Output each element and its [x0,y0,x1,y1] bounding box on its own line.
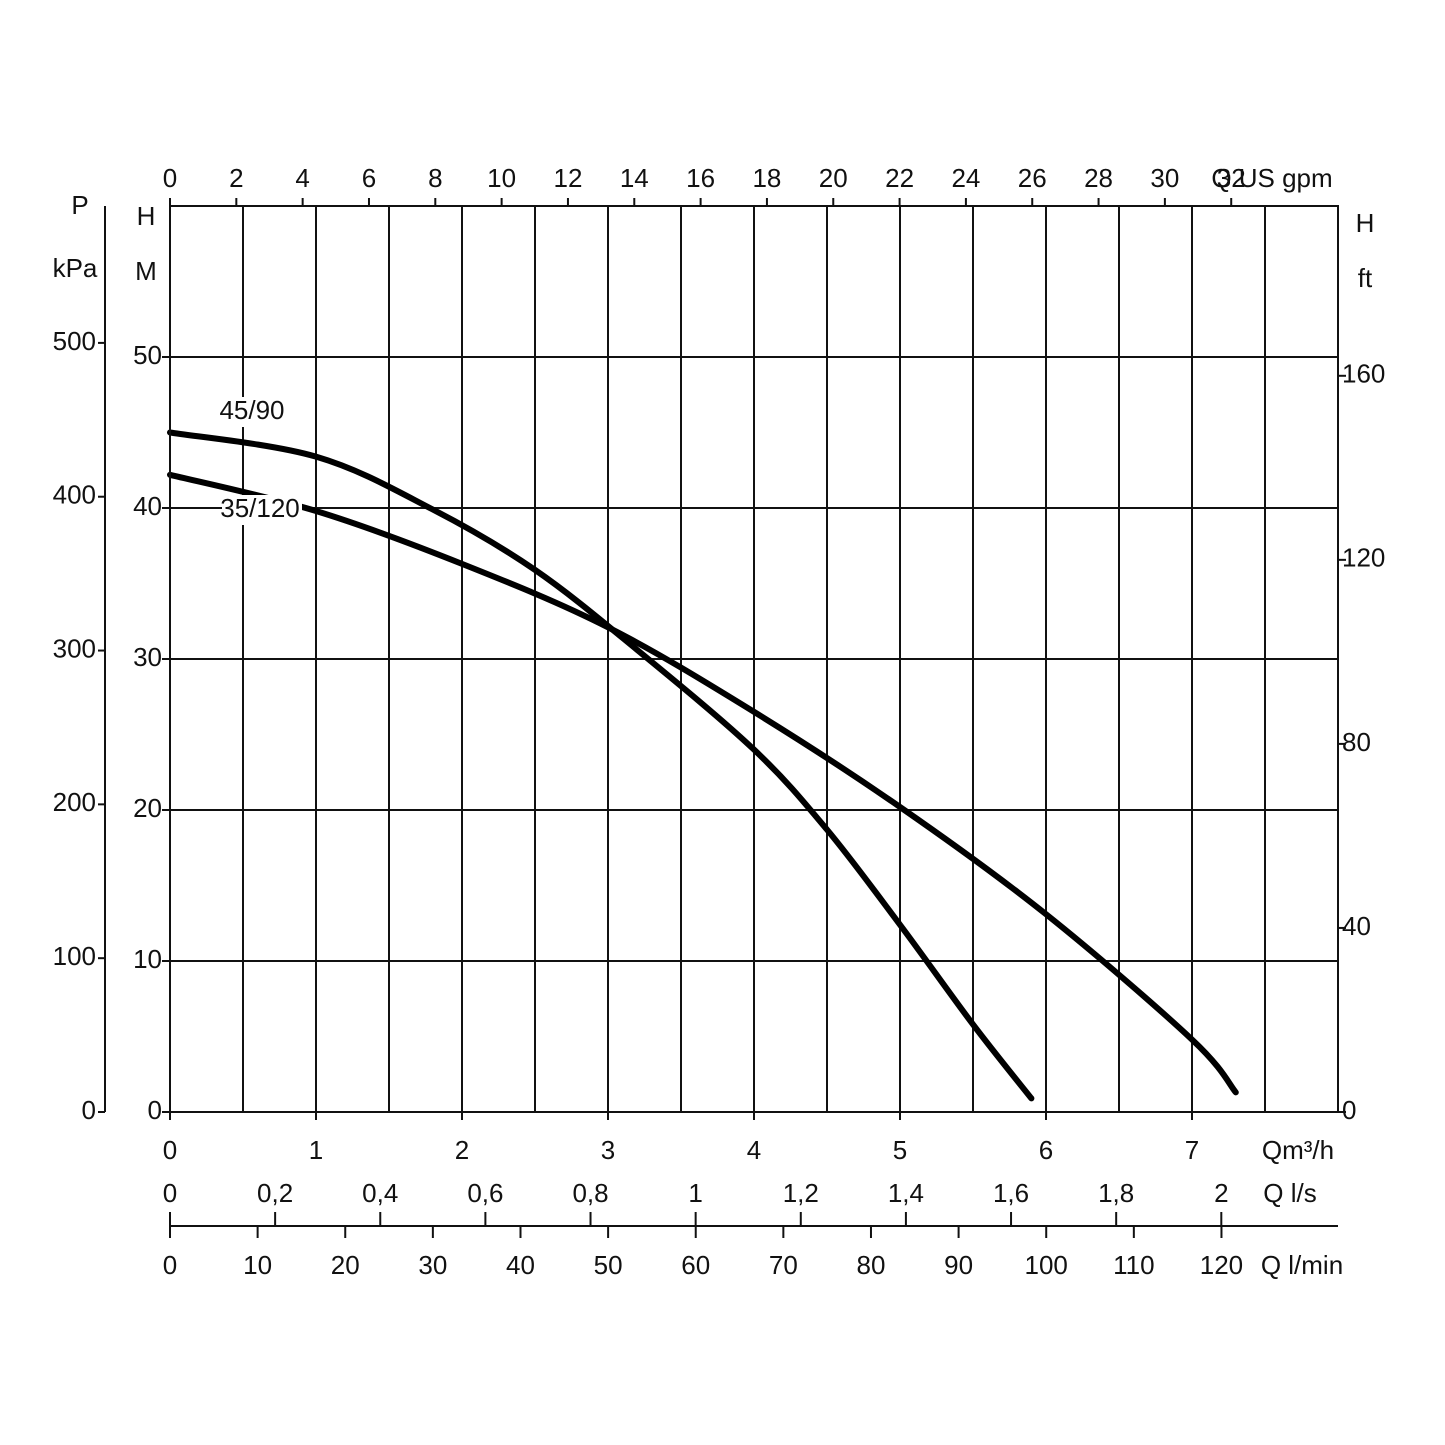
p-axis-label: kPa [53,253,98,283]
ft-tick-label: 80 [1342,727,1371,757]
gpm-tick-label: 2 [229,163,243,193]
gpm-tick-label: 16 [686,163,715,193]
gpm-tick-label: 18 [752,163,781,193]
lmin-tick-label: 120 [1200,1250,1243,1280]
x-tick-label: 3 [601,1135,615,1165]
p-tick-label: 300 [53,633,96,663]
lmin-tick-label: 50 [594,1250,623,1280]
ls-axis-label: Q l/s [1263,1178,1316,1208]
lmin-tick-label: 20 [331,1250,360,1280]
x-tick-label: 6 [1039,1135,1053,1165]
lmin-tick-label: 30 [418,1250,447,1280]
lmin-tick-label: 40 [506,1250,535,1280]
x-axis-label: Qm³/h [1262,1135,1334,1165]
lmin-tick-label: 80 [857,1250,886,1280]
pump-curve [167,471,1239,1096]
ls-tick-label: 0,6 [467,1178,503,1208]
gpm-tick-label: 12 [553,163,582,193]
y-tick-label: 0 [148,1095,162,1125]
y-tick-label: 10 [133,944,162,974]
x-tick-label: 7 [1185,1135,1199,1165]
gpm-tick-label: 22 [885,163,914,193]
gpm-tick-label: 24 [951,163,980,193]
p-axis-label: P [71,190,88,220]
ls-tick-label: 0,4 [362,1178,398,1208]
ls-tick-label: 2 [1214,1178,1228,1208]
y-tick-label: 50 [133,340,162,370]
lmin-tick-label: 10 [243,1250,272,1280]
lmin-tick-label: 100 [1025,1250,1068,1280]
lmin-tick-label: 70 [769,1250,798,1280]
p-tick-label: 200 [53,787,96,817]
ft-tick-label: 120 [1342,543,1385,573]
ls-tick-label: 1,4 [888,1178,924,1208]
x-tick-label: 2 [455,1135,469,1165]
gpm-tick-label: 14 [620,163,649,193]
ls-tick-label: 0,8 [572,1178,608,1208]
x-tick-label: 0 [163,1135,177,1165]
lmin-tick-label: 0 [163,1250,177,1280]
gpm-tick-label: 6 [362,163,376,193]
gpm-tick-label: 30 [1150,163,1179,193]
ls-tick-label: 0 [163,1178,177,1208]
ls-tick-label: 1,2 [783,1178,819,1208]
gpm-tick-label: 0 [163,163,177,193]
lmin-tick-label: 60 [681,1250,710,1280]
ft-axis-label: ft [1358,263,1373,293]
x-tick-label: 4 [747,1135,761,1165]
gpm-tick-label: 8 [428,163,442,193]
ft-tick-label: 0 [1342,1095,1356,1125]
y-tick-label: 40 [133,491,162,521]
curve-label-bg [222,495,302,525]
ft-axis-label: H [1356,208,1375,238]
curve-label: 35/120 [220,493,300,523]
p-tick-label: 500 [53,326,96,356]
lmin-axis-label: Q l/min [1261,1250,1343,1280]
ls-tick-label: 1,8 [1098,1178,1134,1208]
gpm-tick-label: 26 [1018,163,1047,193]
x-tick-label: 5 [893,1135,907,1165]
y-axis-label: H [137,201,156,231]
lmin-tick-label: 90 [944,1250,973,1280]
curve-label: 45/90 [219,395,284,425]
p-tick-label: 0 [82,1095,96,1125]
gpm-tick-label: 20 [819,163,848,193]
gpm-tick-label: 32 [1217,163,1246,193]
curve-label-bg [214,397,294,427]
p-tick-label: 100 [53,941,96,971]
ls-tick-label: 1 [688,1178,702,1208]
p-tick-label: 400 [53,480,96,510]
x-tick-label: 1 [309,1135,323,1165]
gpm-tick-label: 4 [295,163,309,193]
y-tick-label: 30 [133,642,162,672]
plot-frame [169,205,1339,1113]
lmin-tick-label: 110 [1113,1250,1154,1280]
ft-tick-label: 40 [1342,911,1371,941]
gpm-tick-label: 28 [1084,163,1113,193]
gpm-axis-label: Q US gpm [1211,163,1332,193]
ft-tick-label: 160 [1342,359,1385,389]
pump-curve [167,429,1035,1102]
y-tick-label: 20 [133,793,162,823]
ls-tick-label: 1,6 [993,1178,1029,1208]
y-axis-label: M [135,256,157,286]
ls-tick-label: 0,2 [257,1178,293,1208]
gpm-tick-label: 10 [487,163,516,193]
